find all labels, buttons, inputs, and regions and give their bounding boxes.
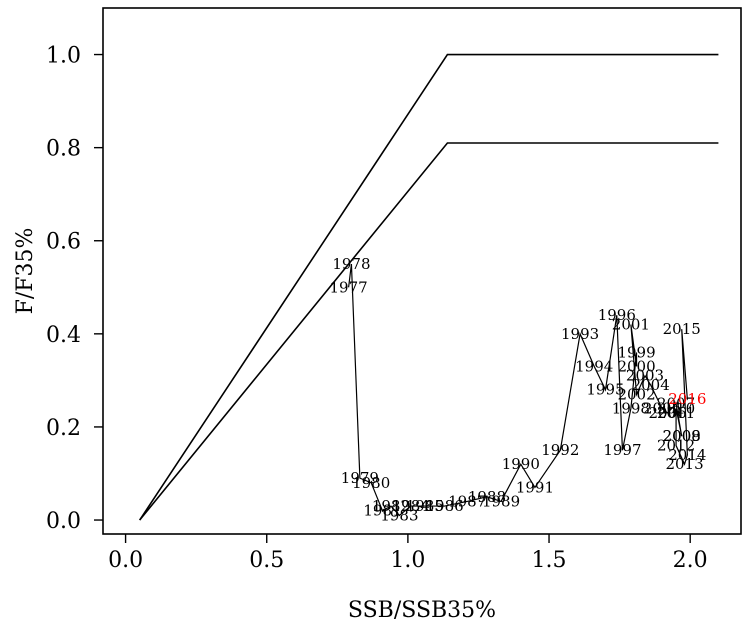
x-axis-title: SSB/SSB35% bbox=[348, 598, 496, 623]
data-point-label: 1999 bbox=[617, 343, 655, 361]
data-point-label: 2003 bbox=[626, 367, 664, 385]
data-point-label: 1998 bbox=[612, 399, 650, 417]
data-point-label: 1978 bbox=[332, 255, 370, 273]
reference-line bbox=[139, 142, 719, 521]
data-point-label: 1992 bbox=[541, 441, 579, 459]
data-point-label: 2008 bbox=[663, 427, 701, 445]
data-point-label: 2001 bbox=[612, 316, 650, 334]
data-point-label: 1980 bbox=[352, 474, 390, 492]
data-point-label: 2002 bbox=[617, 385, 655, 403]
data-point-label: 2012 bbox=[657, 437, 695, 455]
data-point-label: 1979 bbox=[341, 469, 379, 487]
data-point-label: 1987 bbox=[448, 492, 486, 510]
trajectory bbox=[348, 263, 688, 517]
y-axis: 0.0 0.2 0.4 0.6 0.8 1.0 bbox=[46, 44, 103, 534]
y-tick-label: 1.0 bbox=[46, 44, 81, 69]
data-point-label: 2011 bbox=[657, 404, 695, 422]
y-tick-label: 0.2 bbox=[46, 416, 81, 441]
data-point-label: 1993 bbox=[561, 325, 599, 343]
x-tick-label: 1.5 bbox=[532, 548, 567, 573]
x-tick-label: 0.0 bbox=[108, 548, 143, 573]
data-point-label: 2000 bbox=[617, 357, 655, 375]
x-tick-label: 0.5 bbox=[249, 548, 284, 573]
data-point-label: 1989 bbox=[482, 492, 520, 510]
reference-lines bbox=[139, 53, 719, 521]
data-point-label: 2004 bbox=[632, 376, 670, 394]
series-line bbox=[348, 263, 688, 517]
data-point-label: 1997 bbox=[603, 441, 641, 459]
x-axis: 0.0 0.5 1.0 1.5 2.0 bbox=[108, 534, 708, 573]
x-tick-label: 2.0 bbox=[673, 548, 708, 573]
y-tick-label: 0.0 bbox=[46, 509, 81, 534]
data-point-label: 1996 bbox=[598, 306, 636, 324]
data-point-label: 1986 bbox=[425, 497, 463, 515]
data-point-label: 1983 bbox=[380, 506, 418, 524]
y-tick-label: 0.4 bbox=[46, 323, 81, 348]
data-point-label: 2006 bbox=[649, 404, 687, 422]
data-point-label: 2015 bbox=[663, 320, 701, 338]
data-point-label: 2007 bbox=[657, 395, 695, 413]
data-point-label: 2013 bbox=[665, 455, 703, 473]
data-point-label: 2014 bbox=[668, 446, 706, 464]
data-point-label: 1988 bbox=[468, 488, 506, 506]
data-point-label: 1995 bbox=[586, 381, 624, 399]
data-point-label: 1981 bbox=[363, 502, 401, 520]
data-point-label: 2010 bbox=[657, 399, 695, 417]
data-point-label: 2009 bbox=[663, 427, 701, 445]
reference-line bbox=[139, 53, 719, 521]
data-point-label: 2005 bbox=[643, 399, 681, 417]
data-point-label: 1994 bbox=[575, 357, 613, 375]
data-point-label: 1991 bbox=[516, 478, 554, 496]
y-tick-label: 0.6 bbox=[46, 230, 81, 255]
data-point-label: 1982 bbox=[372, 497, 410, 515]
y-tick-label: 0.8 bbox=[46, 137, 81, 162]
data-point-label: 1977 bbox=[330, 278, 368, 296]
data-point-label: 1990 bbox=[502, 455, 540, 473]
data-point-label: 2016 bbox=[668, 390, 706, 408]
data-point-label: 1984 bbox=[392, 497, 430, 515]
plot-box bbox=[102, 7, 742, 535]
data-point-label: 1985 bbox=[406, 497, 444, 515]
y-axis-title: F/F35% bbox=[13, 228, 38, 315]
x-tick-label: 1.0 bbox=[390, 548, 425, 573]
